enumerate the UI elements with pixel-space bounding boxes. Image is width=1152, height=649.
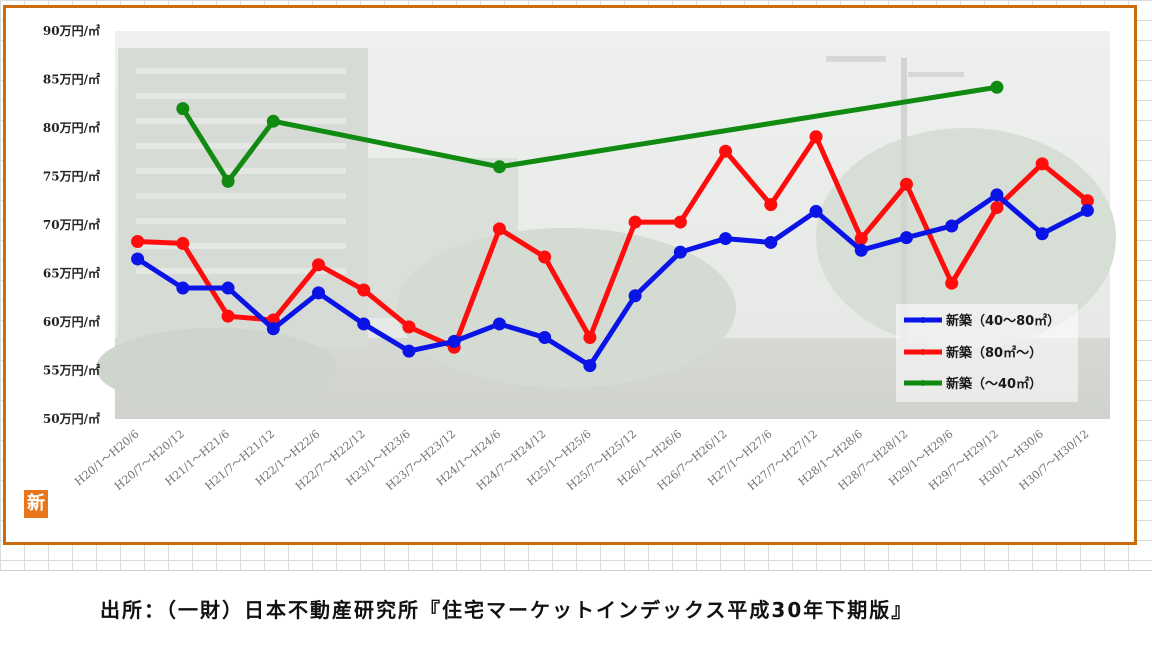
y-tick-label: 75万円/㎡ bbox=[43, 169, 100, 184]
data-point-series-1 bbox=[357, 283, 371, 297]
data-point-series-0 bbox=[402, 344, 416, 358]
data-point-series-1 bbox=[312, 258, 326, 272]
data-point-series-0 bbox=[764, 235, 778, 249]
data-point-series-1 bbox=[538, 250, 552, 264]
data-point-series-0 bbox=[266, 322, 280, 336]
source-note: 出所：（一財）日本不動産研究所『住宅マーケットインデックス平成30年下期版』 bbox=[100, 598, 914, 622]
y-tick-label: 60万円/㎡ bbox=[43, 314, 100, 329]
data-point-series-1 bbox=[221, 309, 235, 323]
data-point-series-0 bbox=[628, 289, 642, 303]
data-point-series-1 bbox=[854, 232, 868, 246]
legend: 新築（40～80㎡） 新築（80㎡～） 新築（～40㎡） bbox=[896, 304, 1078, 402]
y-tick-label: 65万円/㎡ bbox=[43, 266, 100, 281]
data-point-series-1 bbox=[945, 276, 959, 290]
y-tick-label: 70万円/㎡ bbox=[43, 217, 100, 232]
data-point-series-0 bbox=[538, 331, 552, 345]
data-point-series-2 bbox=[492, 160, 506, 174]
legend-swatch-marker-series-1 bbox=[920, 349, 926, 355]
data-point-series-0 bbox=[447, 334, 461, 348]
data-point-series-2 bbox=[221, 174, 235, 188]
data-point-series-0 bbox=[583, 359, 597, 373]
data-point-series-1 bbox=[402, 320, 416, 334]
data-point-series-1 bbox=[492, 222, 506, 236]
data-point-series-1 bbox=[899, 177, 913, 191]
legend-swatch-marker-series-2 bbox=[920, 380, 926, 386]
y-axis-tick-labels: 50万円/㎡ 55万円/㎡ 60万円/㎡ 65万円/㎡ 70万円/㎡ 75万円/㎡ 80万円… bbox=[43, 23, 100, 426]
data-point-series-1 bbox=[719, 144, 733, 158]
logo-badge: 新 bbox=[24, 490, 48, 518]
legend-entry-series-2: 新築（～40㎡） bbox=[946, 376, 1042, 392]
data-point-series-0 bbox=[1080, 203, 1094, 217]
data-point-series-1 bbox=[176, 236, 190, 250]
data-point-series-0 bbox=[809, 204, 823, 218]
data-point-series-1 bbox=[673, 215, 687, 229]
data-point-series-2 bbox=[266, 114, 280, 128]
y-tick-label: 50万円/㎡ bbox=[43, 411, 100, 426]
series-line-0 bbox=[135, 192, 1090, 369]
data-point-series-1 bbox=[764, 198, 778, 212]
legend-swatch-marker-series-0 bbox=[920, 317, 926, 323]
data-point-series-0 bbox=[131, 252, 145, 266]
data-point-series-2 bbox=[176, 102, 190, 116]
y-tick-label: 85万円/㎡ bbox=[43, 72, 100, 87]
data-point-series-1 bbox=[583, 331, 597, 345]
y-tick-label: 80万円/㎡ bbox=[43, 120, 100, 135]
data-point-series-1 bbox=[131, 234, 145, 248]
data-point-series-0 bbox=[990, 188, 1004, 202]
y-tick-label: 55万円/㎡ bbox=[43, 363, 100, 378]
data-point-series-1 bbox=[990, 201, 1004, 215]
data-point-series-0 bbox=[673, 245, 687, 259]
data-point-series-0 bbox=[221, 281, 235, 295]
data-point-series-0 bbox=[1035, 227, 1049, 241]
data-point-series-0 bbox=[312, 286, 326, 300]
y-tick-label: 90万円/㎡ bbox=[43, 23, 100, 38]
data-point-series-0 bbox=[357, 317, 371, 331]
data-point-series-1 bbox=[809, 130, 823, 144]
line-chart: 50万円/㎡ 55万円/㎡ 60万円/㎡ 65万円/㎡ 70万円/㎡ 75万円/㎡ 80万円… bbox=[43, 23, 1116, 493]
data-point-series-0 bbox=[945, 219, 959, 233]
data-point-series-0 bbox=[899, 231, 913, 245]
chart-frame: 50万円/㎡ 55万円/㎡ 60万円/㎡ 65万円/㎡ 70万円/㎡ 75万円/㎡ 80万円… bbox=[3, 5, 1137, 545]
data-point-series-0 bbox=[492, 317, 506, 331]
series-layer bbox=[131, 80, 1094, 373]
data-point-series-1 bbox=[1035, 157, 1049, 171]
footer-band bbox=[0, 570, 1152, 649]
legend-entry-series-1: 新築（80㎡～） bbox=[946, 345, 1042, 361]
data-point-series-1 bbox=[628, 215, 642, 229]
data-point-series-0 bbox=[854, 243, 868, 257]
data-point-series-0 bbox=[176, 281, 190, 295]
data-point-series-1 bbox=[1080, 194, 1094, 208]
legend-entry-series-0: 新築（40～80㎡） bbox=[946, 313, 1060, 329]
data-point-series-2 bbox=[990, 80, 1004, 94]
data-point-series-0 bbox=[719, 232, 733, 246]
x-axis-tick-labels: H20/1～H20/6H20/7～H20/12H21/1～H21/6H21/7～… bbox=[72, 427, 1091, 493]
